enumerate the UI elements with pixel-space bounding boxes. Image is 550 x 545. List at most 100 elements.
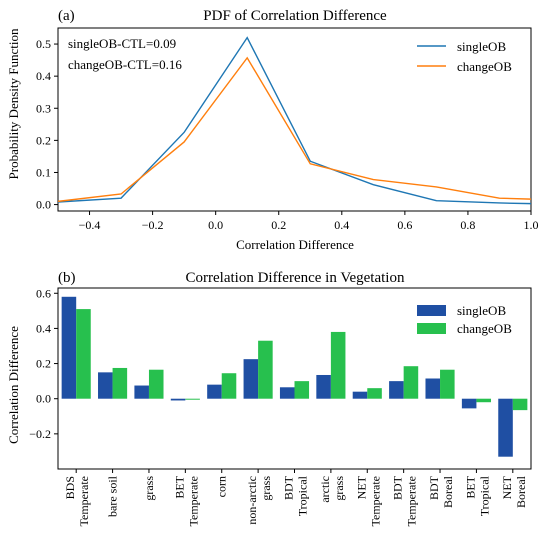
panel-b-category-label-line: BDT [427, 475, 441, 500]
panel-b-category-label: NETBoreal [500, 475, 528, 508]
panel-b-category-label-line: grass [332, 476, 346, 501]
panel-b-category-label-line: Boreal [441, 475, 455, 508]
panel-b-bar-singleOB [243, 359, 259, 399]
panel-b-bar-singleOB [498, 398, 513, 457]
panel-a-title: PDF of Correlation Difference [203, 8, 387, 24]
panel-a-xtick-label: 1.0 [524, 218, 539, 232]
legend-b-singleob-swatch [417, 305, 446, 316]
panel-b-ytick-label: 0.6 [36, 286, 51, 300]
panel-b-category-label: BETTemperate [172, 475, 200, 526]
panel-a-ytick-label: 0.4 [36, 69, 51, 83]
panel-b-ytick-label: 0.0 [36, 392, 51, 406]
panel-b-category-label-line: BDS [63, 476, 77, 499]
legend-b-singleob-label: singleOB [457, 303, 506, 318]
panel-b-category-label-line: arctic [318, 476, 332, 503]
panel-a-xtick-label: 0.8 [460, 218, 475, 232]
panel-b-category-label-line: bare soil [106, 475, 120, 517]
panel-b-bar-changeOB [258, 340, 273, 399]
panel-b-category-label-line: BDT [282, 475, 296, 500]
panel-a-line-changeOB [57, 56, 532, 203]
panel-b-category-label-line: Boreal [514, 475, 528, 508]
panel-a-xtick-label: 0.4 [334, 218, 349, 232]
panel-b-bar-changeOB [476, 398, 491, 403]
panel-b-category-label: bare soil [106, 475, 120, 517]
panel-b-category-label-line: corn [215, 476, 229, 497]
panel-b-category-label-line: Temperate [368, 476, 382, 526]
panel-a-xtick-label: 0.0 [208, 218, 223, 232]
panel-b-category-label-line: grass [142, 476, 156, 501]
panel-b-category-label-line: Tropical [296, 475, 310, 516]
panel-b-category-label-line: Tropical [477, 475, 491, 516]
panel-b-legend: singleOB changeOB [417, 303, 512, 336]
panel-b-category-label: NETTemperate [354, 475, 382, 526]
panel-a-label: (a) [58, 8, 75, 24]
panel-b-bar-singleOB [207, 384, 222, 399]
panel-b-category-label: non-arcticgrass [245, 476, 273, 525]
legend-a-singleob-label: singleOB [457, 39, 506, 54]
legend-b-changeob-label: changeOB [457, 321, 512, 336]
panel-b-category-label-line: BET [172, 475, 186, 498]
panel-b-bar-changeOB [185, 398, 200, 400]
panel-a-xtick-label: 0.2 [271, 218, 286, 232]
panel-b-category-label: arcticgrass [318, 476, 346, 503]
panel-b-bar-singleOB [425, 378, 441, 399]
panel-a-annotation-singleob: singleOB-CTL=0.09 [68, 36, 176, 51]
panel-b-bar-changeOB [330, 331, 346, 399]
panel-b-ytick-label: 0.4 [36, 321, 51, 335]
panel-b-category-label-line: grass [259, 476, 273, 501]
panel-b-title: Correlation Difference in Vegetation [186, 270, 405, 286]
panel-b-bar-singleOB [134, 385, 149, 399]
panel-b-category-label: grass [142, 476, 156, 501]
panel-b-bar-changeOB [403, 366, 419, 399]
panel-b-bar-changeOB [148, 369, 164, 399]
panel-b-bar-changeOB [512, 398, 528, 411]
panel-b-label: (b) [58, 270, 76, 286]
panel-a-annotation-changeob: changeOB-CTL=0.16 [68, 57, 182, 72]
panel-b-category-label-line: BDT [391, 475, 405, 500]
panel-b-bar-singleOB [461, 398, 477, 409]
panel-b-bar-singleOB [61, 296, 77, 399]
panel-a-ytick-label: 0.0 [36, 198, 51, 212]
panel-a-ytick-label: 0.3 [36, 101, 51, 115]
panel-b-category-label-line: Temperate [405, 476, 419, 526]
panel-b-category-label: BDTBoreal [427, 475, 455, 508]
panel-b-ytick-label: 0.2 [36, 357, 51, 371]
panel-a-xtick-label: −0.4 [79, 218, 101, 232]
panel-b-bar-singleOB [279, 387, 295, 399]
panel-b-bar-changeOB [294, 381, 310, 399]
panel-a-plot-area: −0.4 −0.2 0.0 0.2 0.4 0.6 0.8 1.0 0.0 0.1 0.2 0.3 0.… [36, 27, 539, 232]
panel-b: (b) Correlation Difference in Vegetation… [6, 270, 532, 526]
panel-b-bar-changeOB [76, 309, 91, 399]
panel-b-category-label: BDTTemperate [391, 475, 419, 526]
panel-a-ylabel: Probability Density Function [6, 28, 21, 179]
panel-a-frame [57, 27, 532, 212]
panel-b-category-label-line: BET [463, 475, 477, 498]
panel-a-ytick-label: 0.2 [36, 133, 51, 147]
panel-b-bar-singleOB [170, 398, 186, 401]
panel-a-xtick-label: −0.2 [142, 218, 164, 232]
panel-b-category-label-line: NET [354, 475, 368, 499]
panel-b-category-label-line: non-arctic [245, 476, 259, 525]
panel-a-ytick-label: 0.5 [36, 37, 51, 51]
panel-b-ytick-label: −0.2 [29, 427, 51, 441]
panel-a-xtick-label: 0.6 [397, 218, 412, 232]
panel-b-category-label: BDSTemperate [63, 476, 91, 526]
panel-b-bar-singleOB [316, 374, 331, 399]
panel-b-bar-changeOB [440, 369, 455, 399]
panel-b-bar-changeOB [221, 373, 237, 399]
panel-b-bar-singleOB [389, 381, 404, 399]
panel-b-category-label-line: NET [500, 475, 514, 499]
panel-a-ytick-label: 0.1 [36, 165, 51, 179]
panel-a-xlabel: Correlation Difference [236, 237, 354, 252]
panel-b-bar-singleOB [352, 391, 368, 399]
panel-b-ylabel: Correlation Difference [6, 326, 21, 444]
panel-a-legend: singleOB changeOB [417, 39, 512, 74]
panel-b-category-label: BETTropical [463, 475, 491, 516]
panel-b-bar-singleOB [98, 372, 113, 399]
panel-b-category-label-line: Temperate [186, 476, 200, 526]
panel-b-bar-changeOB [112, 367, 128, 399]
panel-a: (a) PDF of Correlation Difference −0.4 −0… [6, 8, 539, 252]
panel-b-category-label-line: Temperate [77, 476, 91, 526]
legend-b-changeob-swatch [417, 323, 446, 334]
